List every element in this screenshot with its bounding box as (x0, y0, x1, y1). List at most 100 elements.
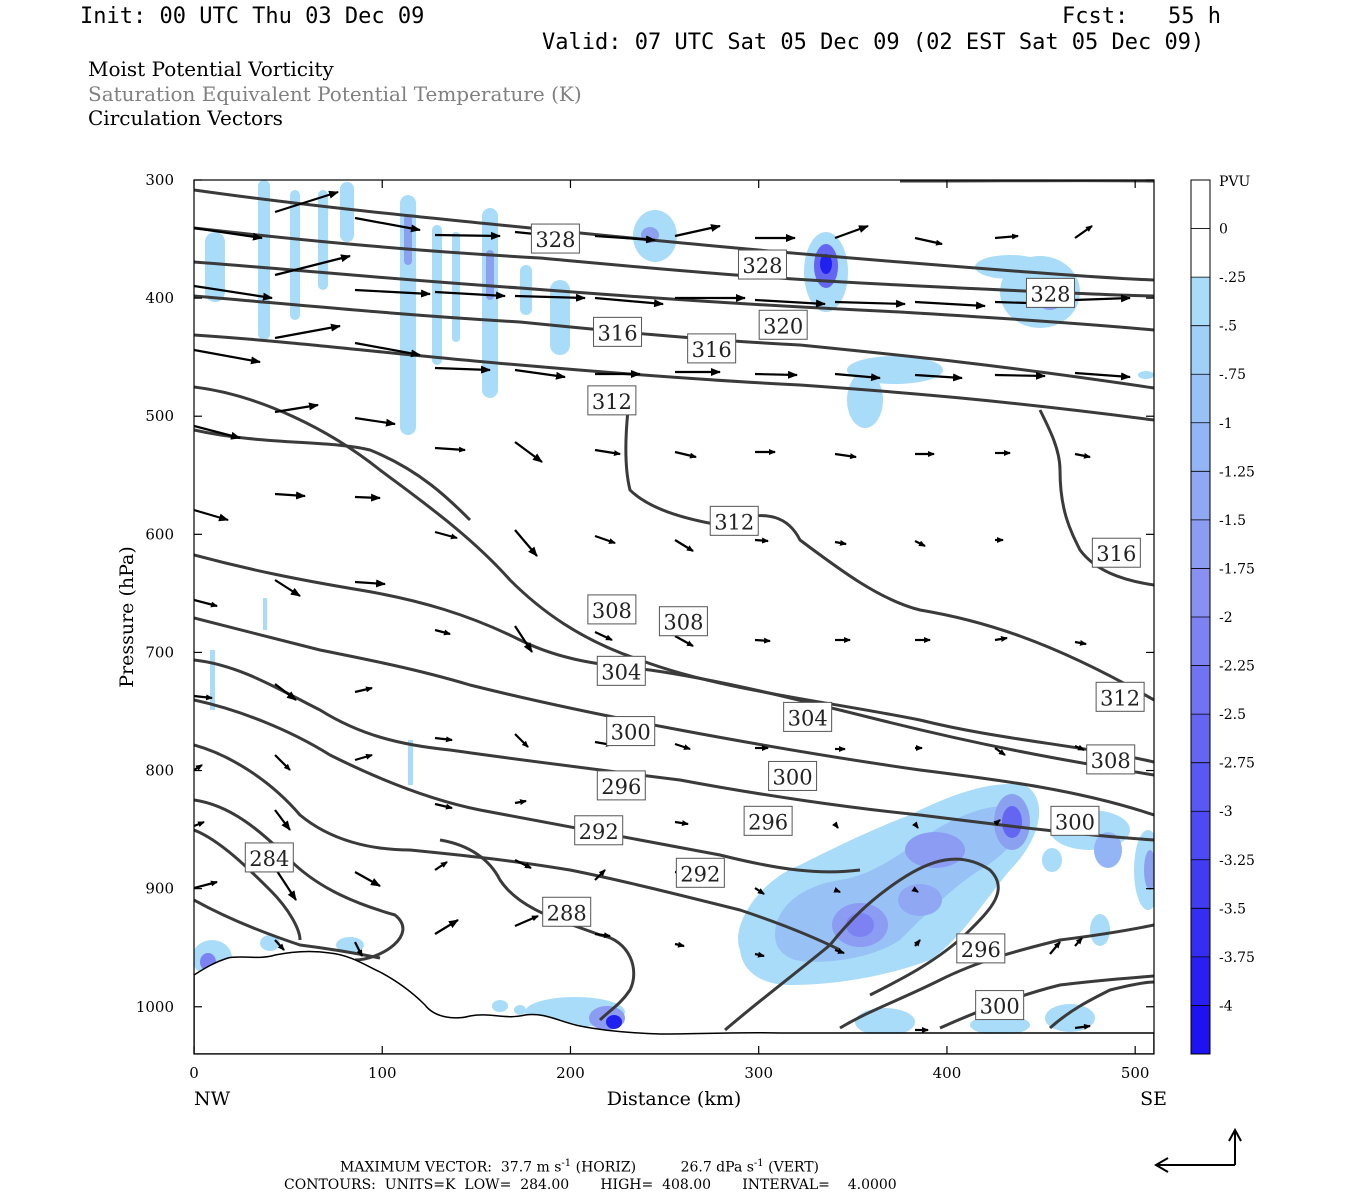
contour-label: 328 (1025, 277, 1075, 308)
contour-label: 296 (743, 805, 793, 836)
contour-label-text: 300 (611, 721, 651, 745)
y-tick-label: 700 (145, 643, 174, 661)
contour-label-text: 328 (742, 254, 782, 278)
colorbar-bin (1191, 908, 1210, 958)
contour-label-text: 308 (1091, 749, 1131, 773)
y-axis-title: Pressure (hPa) (116, 546, 138, 688)
contour-label: 300 (1050, 805, 1100, 836)
contour-label: 312 (587, 385, 637, 416)
contour-label: 308 (1086, 744, 1136, 775)
contour-label: 308 (658, 606, 708, 637)
y-tick-label: 800 (145, 762, 174, 780)
contour-label: 328 (737, 249, 787, 280)
contour-label: 328 (530, 223, 580, 254)
legend-circulation: Circulation Vectors (88, 106, 283, 130)
contour-label-text: 312 (714, 510, 754, 534)
contour-label: 316 (593, 316, 643, 347)
colorbar-bin (1191, 956, 1210, 1006)
contour-label: 312 (1095, 681, 1145, 712)
y-tick-label: 500 (145, 407, 174, 425)
x-axis-right-end: SE (1140, 1088, 1167, 1110)
colorbar-bin (1191, 277, 1210, 327)
colorbar-bin (1191, 325, 1210, 375)
x-axis-left-end: NW (194, 1088, 231, 1110)
colorbar-bin (1191, 762, 1210, 812)
colorbar-label: -.25 (1219, 270, 1246, 286)
colorbar-bin (1191, 422, 1210, 472)
contour-label-text: 308 (663, 611, 703, 635)
contour-label: 292 (675, 857, 725, 888)
footer-max-vector: MAXIMUM VECTOR: 37.7 m s-1 (HORIZ) 26.7 … (340, 1158, 820, 1176)
x-axis-title: Distance (km) (607, 1088, 742, 1110)
footer-contours: CONTOURS: UNITS=K LOW= 284.00 HIGH= 408.… (284, 1177, 897, 1193)
legend-mpv: Moist Potential Vorticity (88, 57, 334, 81)
contour-label: 308 (587, 594, 637, 625)
contour-label-text: 304 (601, 660, 641, 684)
contour-label-text: 300 (773, 765, 813, 789)
pv-shading (194, 180, 1154, 1036)
colorbar-label: -2.75 (1219, 756, 1255, 772)
contour-label-text: 300 (980, 995, 1020, 1019)
colorbar-bin (1191, 1005, 1210, 1055)
colorbar: PVU 0 -.25 -.5 -.75 -1 -1.25 -1.5 -1.75 -2 -2.25 -2… (1190, 174, 1255, 1055)
plot-frame (193, 179, 1155, 1055)
y-tick-label: 900 (145, 880, 174, 898)
colorbar-label: -1.75 (1219, 561, 1255, 577)
contour-label-text: 308 (592, 599, 632, 623)
x-tick-label: 500 (1121, 1064, 1150, 1082)
colorbar-label: -3 (1219, 804, 1233, 820)
contour-label: 316 (687, 333, 737, 364)
colorbar-label: -1.5 (1219, 513, 1246, 529)
colorbar-bin (1191, 471, 1210, 521)
axes: 300 400 500 600 700 800 900 1000 0 100 200 300 400 50… (136, 171, 1154, 1082)
colorbar-bin (1191, 519, 1210, 569)
contour-label-text: 300 (1055, 810, 1095, 834)
y-tick-label: 1000 (136, 998, 174, 1016)
contour-label-text: 292 (579, 820, 619, 844)
terrain (194, 950, 1154, 1054)
contour-label: 296 (956, 933, 1006, 964)
valid-time: Valid: 07 UTC Sat 05 Dec 09 (02 EST Sat … (542, 30, 1205, 55)
colorbar-unit: PVU (1219, 174, 1251, 190)
reference-vector-arrow (1154, 1127, 1242, 1173)
colorbar-bin (1191, 568, 1210, 618)
colorbar-bin (1191, 374, 1210, 424)
contour-label-text: 316 (597, 321, 637, 345)
init-time: Init: 00 UTC Thu 03 Dec 09 (80, 4, 425, 29)
colorbar-label: -3.5 (1219, 901, 1246, 917)
contour-label: 300 (768, 760, 818, 791)
contour-label-text: 316 (692, 338, 732, 362)
contour-label: 316 (1091, 537, 1141, 568)
x-tick-label: 300 (744, 1064, 773, 1082)
contour-label: 304 (783, 701, 833, 732)
colorbar-bin (1191, 811, 1210, 861)
forecast-hour: Fcst: 55 h (1062, 4, 1221, 29)
legend-theta-es: Saturation Equivalent Potential Temperat… (88, 82, 582, 106)
colorbar-label: -.5 (1219, 319, 1237, 335)
colorbar-label: -3.25 (1219, 853, 1255, 869)
y-tick-label: 600 (145, 525, 174, 543)
contour-label: 312 (709, 505, 759, 536)
colorbar-label: -1.25 (1219, 464, 1255, 480)
colorbar-label: -3.75 (1219, 950, 1255, 966)
colorbar-bin (1191, 665, 1210, 715)
contour-label-text: 292 (680, 862, 720, 886)
contour-label-text: 288 (547, 901, 587, 925)
colorbar-label: -2.25 (1219, 659, 1255, 675)
contour-label-text: 296 (961, 938, 1001, 962)
x-tick-label: 400 (933, 1064, 962, 1082)
contour-label: 304 (596, 655, 646, 686)
colorbar-label: 0 (1219, 222, 1228, 238)
colorbar-label: -2.5 (1219, 707, 1246, 723)
y-tick-label: 300 (145, 171, 174, 189)
contour-label-text: 296 (748, 810, 788, 834)
contour-label-text: 312 (1100, 686, 1140, 710)
colorbar-label: -2 (1219, 610, 1233, 626)
colorbar-label: -4 (1219, 998, 1233, 1014)
colorbar-bin (1191, 617, 1210, 667)
contour-label: 292 (574, 815, 624, 846)
y-tick-label: 400 (145, 289, 174, 307)
contour-label-text: 320 (763, 314, 803, 338)
x-tick-label: 100 (368, 1064, 397, 1082)
